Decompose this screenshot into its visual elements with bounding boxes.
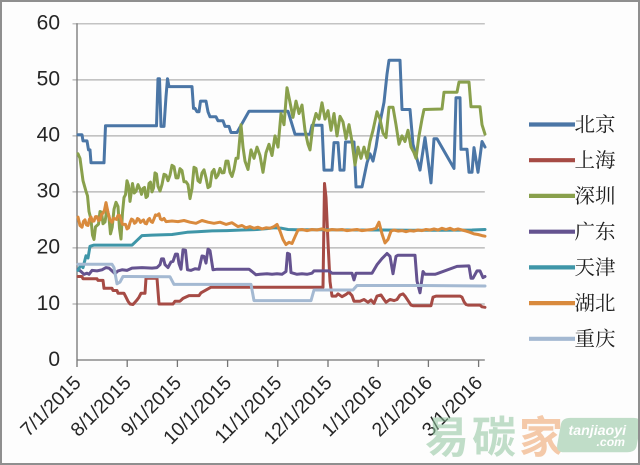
svg-text:60: 60	[37, 12, 60, 35]
svg-text:50: 50	[37, 68, 60, 91]
svg-text:20: 20	[37, 236, 60, 259]
svg-text:40: 40	[37, 124, 60, 147]
svg-text:0: 0	[48, 348, 60, 371]
svg-text:30: 30	[37, 180, 60, 203]
svg-text:.com: .com	[597, 435, 626, 449]
svg-text:tanjiaoyi: tanjiaoyi	[569, 423, 628, 439]
svg-text:10: 10	[37, 292, 60, 315]
